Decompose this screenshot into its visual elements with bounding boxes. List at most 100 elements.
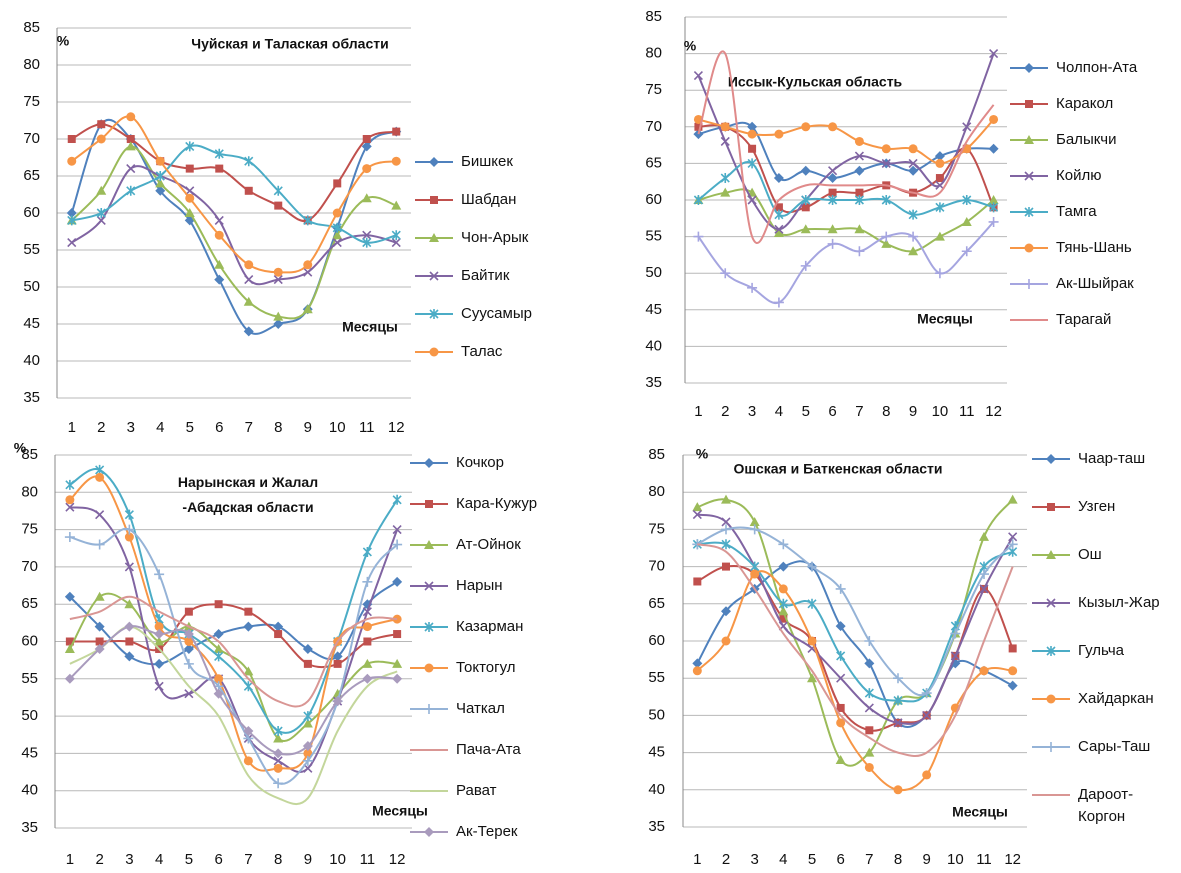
marker [124, 509, 134, 520]
y-tick-label: 75 [23, 93, 40, 110]
legend-marker [429, 309, 439, 319]
marker [67, 135, 76, 143]
legend-label: Токтогул [456, 659, 516, 676]
chart-title: Чуйская и Талаская области [191, 36, 388, 52]
series-line [696, 560, 1014, 728]
marker [303, 748, 313, 758]
marker [935, 158, 945, 168]
legend-label: Чаткал [456, 700, 505, 717]
y-tick-label: 80 [645, 45, 662, 62]
y-axis-label: % [684, 38, 697, 54]
marker [273, 311, 284, 321]
marker [362, 607, 372, 617]
legend-marker [1046, 742, 1056, 752]
marker [302, 740, 313, 751]
marker [184, 208, 195, 217]
x-tick-label: 5 [808, 851, 816, 868]
marker [961, 216, 972, 226]
marker [183, 629, 194, 640]
x-tick-label: 6 [828, 403, 836, 420]
marker [854, 165, 865, 176]
legend-marker [429, 271, 439, 281]
legend-marker [424, 704, 434, 714]
x-tick-label: 5 [802, 403, 810, 420]
y-tick-label: 45 [645, 301, 662, 318]
marker [362, 576, 373, 587]
y-tick-label: 75 [648, 520, 665, 537]
y-tick-label: 85 [23, 19, 40, 36]
marker [950, 628, 961, 639]
marker [773, 173, 784, 184]
legend-label: Чолпон-Ата [1056, 59, 1138, 76]
y-tick-label: 65 [21, 595, 38, 612]
marker [721, 494, 731, 504]
marker [693, 195, 703, 205]
marker [747, 121, 758, 132]
marker [273, 621, 284, 632]
legend-label: Узген [1078, 498, 1115, 515]
marker [979, 531, 989, 541]
marker [721, 524, 731, 535]
legend-label: Тамга [1056, 203, 1097, 220]
marker [864, 658, 875, 669]
x-tick-label: 7 [245, 419, 253, 436]
marker [392, 539, 403, 550]
marker [243, 666, 254, 676]
legend-marker [1046, 454, 1056, 464]
x-tick-label: 3 [750, 851, 758, 868]
x-tick-label: 7 [865, 851, 873, 868]
marker [692, 509, 702, 520]
marker [827, 224, 838, 234]
marker [333, 179, 342, 188]
x-tick-label: 8 [894, 851, 902, 868]
marker [154, 681, 164, 691]
x-tick-label: 10 [329, 851, 346, 868]
marker [244, 156, 254, 167]
x-tick-label: 12 [389, 851, 406, 868]
legend-marker [1024, 135, 1034, 144]
marker [362, 237, 372, 248]
marker [65, 637, 74, 646]
legend-marker [1046, 646, 1056, 656]
y-tick-label: 80 [23, 56, 40, 73]
x-tick-label: 3 [127, 419, 135, 436]
marker [935, 174, 944, 183]
marker [962, 122, 972, 132]
marker [854, 195, 864, 205]
marker [65, 495, 75, 505]
marker [908, 144, 918, 154]
marker [94, 621, 105, 632]
marker [934, 151, 945, 162]
x-tick-label: 11 [359, 419, 375, 436]
marker [244, 186, 253, 195]
marker [214, 274, 225, 285]
marker [64, 643, 75, 653]
marker [126, 185, 136, 196]
marker [243, 681, 253, 692]
y-tick-label: 70 [21, 558, 38, 575]
legend-marker [1025, 100, 1033, 108]
marker [881, 195, 891, 205]
legend-label: Пача-Ата [456, 741, 521, 758]
marker [125, 637, 134, 646]
x-tick-label: 8 [274, 419, 282, 436]
legend-label: Шабдан [461, 191, 516, 208]
marker [778, 598, 788, 609]
marker [988, 195, 999, 204]
marker [934, 231, 945, 241]
marker [215, 164, 224, 173]
legend-label: Ат-Ойнок [456, 536, 521, 553]
marker [213, 688, 224, 699]
legend-label: Талас [461, 343, 503, 360]
marker [96, 208, 106, 218]
marker [362, 622, 372, 632]
marker [391, 230, 401, 241]
x-tick-label: 4 [155, 851, 163, 868]
marker [893, 785, 903, 795]
marker [392, 576, 403, 587]
marker [893, 695, 903, 706]
marker [807, 673, 817, 683]
marker [332, 208, 342, 218]
series-line [69, 625, 398, 756]
x-tick-label: 1 [694, 403, 702, 420]
